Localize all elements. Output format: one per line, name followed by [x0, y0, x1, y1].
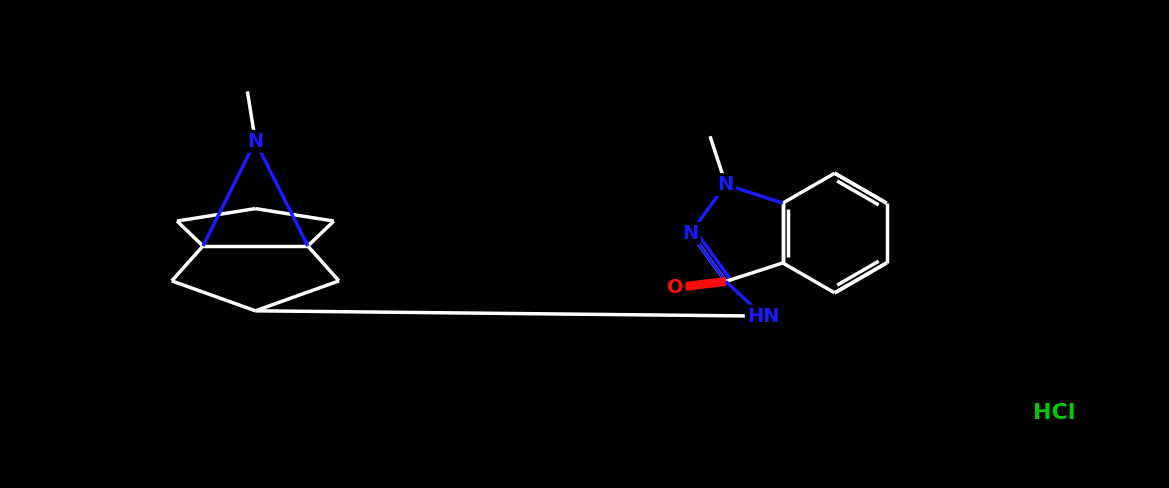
- Text: N: N: [718, 175, 734, 194]
- Text: O: O: [667, 278, 684, 297]
- Text: N: N: [248, 132, 263, 151]
- Text: N: N: [683, 224, 699, 243]
- Text: HN: HN: [747, 306, 780, 325]
- Text: HCl: HCl: [1033, 403, 1075, 423]
